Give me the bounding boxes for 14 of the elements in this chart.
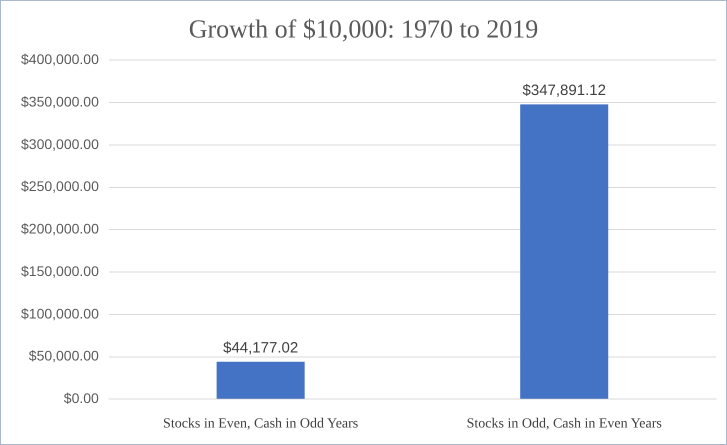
y-tick-label: $300,000.00 <box>20 136 100 152</box>
chart-title: Growth of $10,000: 1970 to 2019 <box>188 14 538 44</box>
x-tick-label: Stocks in Even, Cash in Odd Years <box>163 416 358 432</box>
x-tick-label: Stocks in Odd, Cash in Even Years <box>466 416 662 432</box>
y-tick-label: $200,000.00 <box>20 220 100 237</box>
y-tick-label: $150,000.00 <box>20 262 100 279</box>
y-tick-label: $50,000.00 <box>28 348 100 364</box>
y-tick-label: $400,000.00 <box>20 51 100 68</box>
y-tick-label: $350,000.00 <box>20 93 100 110</box>
data-label: $347,891.12 <box>522 82 606 100</box>
y-tick-label: $0.00 <box>64 390 100 406</box>
y-tick-label: $250,000.00 <box>20 178 100 194</box>
y-tick-label: $100,000.00 <box>20 305 100 322</box>
data-label: $44,177.02 <box>223 339 298 356</box>
